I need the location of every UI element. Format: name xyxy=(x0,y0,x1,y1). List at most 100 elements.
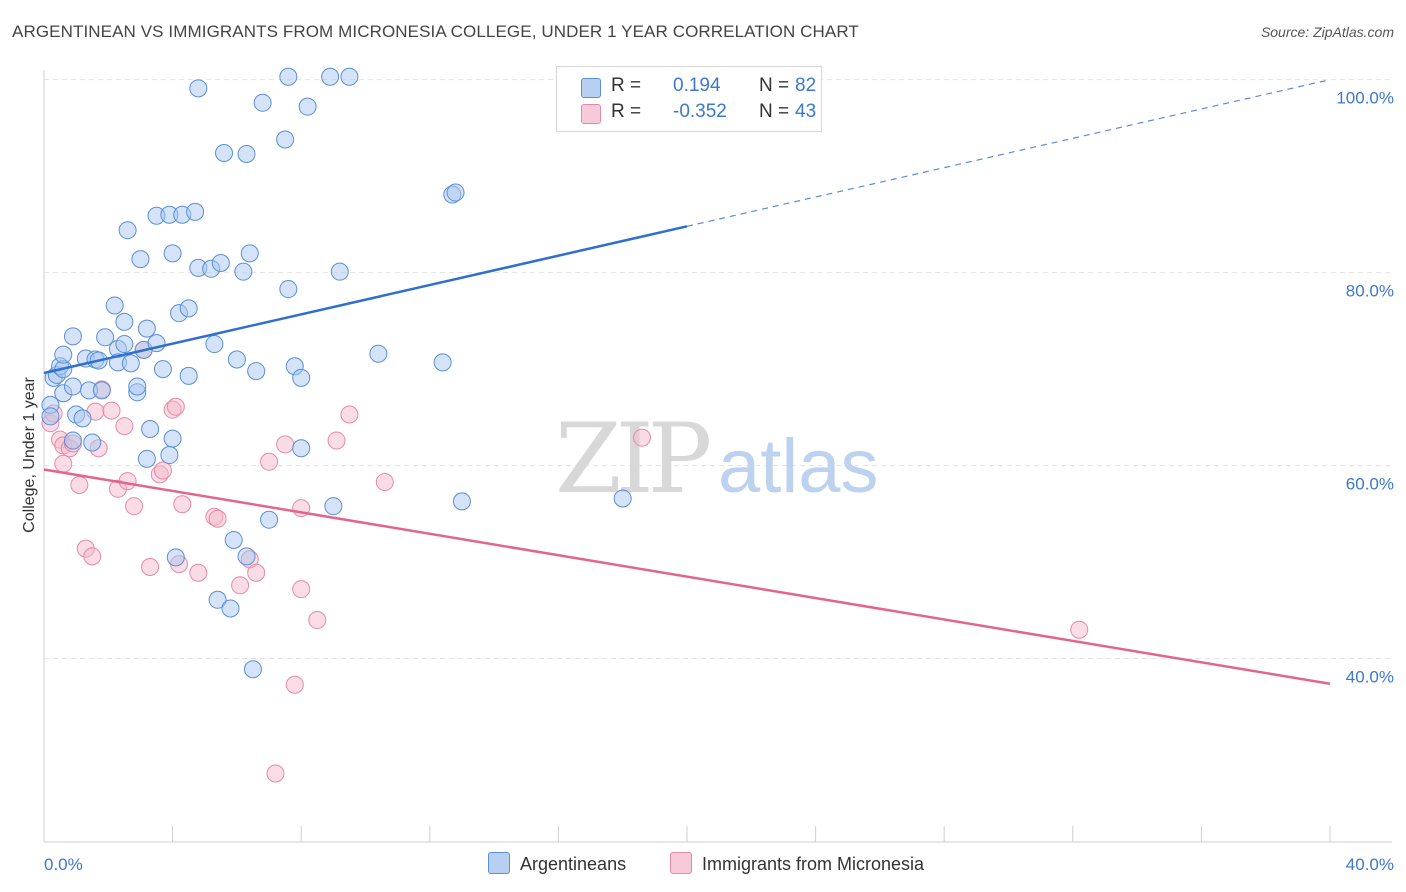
tick-labels: 40.0% 60.0% 80.0% 100.0% 0.0% 40.0% xyxy=(44,89,1394,874)
argentineans-point xyxy=(131,250,150,269)
watermark-atlas: atlas xyxy=(718,424,879,509)
argentineans-point xyxy=(292,439,311,458)
source-credit: Source: ZipAtlas.com xyxy=(1260,24,1394,40)
argentineans-trend-line xyxy=(43,225,688,375)
argentineans-point xyxy=(141,419,160,438)
argentineans-point xyxy=(54,345,73,364)
argentineans-point xyxy=(292,368,311,387)
legend-r-value: -0.352 xyxy=(673,101,727,122)
argentineans-point xyxy=(237,144,256,163)
argentineans-point xyxy=(115,312,134,331)
axes xyxy=(43,70,1392,843)
argentineans-point xyxy=(369,344,388,363)
argentineans-point xyxy=(83,433,102,452)
micronesia-point xyxy=(375,473,394,492)
micronesia-point xyxy=(102,401,121,420)
argentineans-point xyxy=(186,202,205,221)
micronesia-point xyxy=(266,764,285,783)
argentineans-point xyxy=(221,599,240,618)
argentineans-point xyxy=(240,244,259,263)
argentineans-point xyxy=(321,67,340,86)
micronesia-point xyxy=(208,509,227,528)
argentineans-point xyxy=(279,67,298,86)
argentineans-point xyxy=(224,530,243,549)
argentineans-point xyxy=(63,377,82,396)
x-tick-label: 0.0% xyxy=(44,855,83,874)
micronesia-point xyxy=(308,611,327,630)
micronesia-point xyxy=(54,454,73,473)
legend-r-value: 0.194 xyxy=(673,75,721,96)
legend-n-label: N = xyxy=(759,101,790,122)
argentineans-point xyxy=(260,510,279,529)
argentineans-point xyxy=(163,244,182,263)
micronesia-point xyxy=(166,397,185,416)
micronesia-point xyxy=(189,563,208,582)
argentineans-point xyxy=(205,335,224,354)
argentineans-point xyxy=(330,262,349,281)
argentineans-point xyxy=(324,497,343,516)
argentineans-point xyxy=(227,350,246,369)
argentineans-point xyxy=(613,489,632,508)
trend-lines xyxy=(43,79,1331,685)
micronesia-point xyxy=(115,417,134,436)
bottom-legend-label: Immigrants from Micronesia xyxy=(702,854,925,874)
argentineans-point xyxy=(215,143,234,162)
watermark-zip: ZIP xyxy=(555,403,710,515)
argentineans-point xyxy=(298,97,317,116)
argentineans-point xyxy=(340,67,359,86)
micronesia-point xyxy=(632,428,651,447)
argentineans-point xyxy=(160,446,179,465)
x-tick-label: 40.0% xyxy=(1346,855,1394,874)
micronesia-point xyxy=(173,495,192,514)
legend-r-label: R = xyxy=(611,75,642,96)
argentineans-point xyxy=(243,660,262,679)
micronesia-point xyxy=(260,452,279,471)
argentineans-point xyxy=(208,590,227,609)
argentineans-point xyxy=(433,353,452,372)
argentineans-point xyxy=(179,299,198,318)
micronesia-point xyxy=(1070,620,1089,639)
argentineans-point xyxy=(92,381,111,400)
argentineans-point xyxy=(279,280,298,299)
legend-r-label: R = xyxy=(611,101,642,122)
argentineans-point xyxy=(73,409,92,428)
y-tick-label: 100.0% xyxy=(1336,89,1394,108)
micronesia-point xyxy=(70,475,89,494)
chart-title: ARGENTINEAN VS IMMIGRANTS FROM MICRONESI… xyxy=(12,22,859,41)
y-tick-label: 40.0% xyxy=(1346,668,1394,687)
argentineans-point xyxy=(128,377,147,396)
argentineans-point xyxy=(211,254,230,272)
micronesia-point xyxy=(125,497,144,516)
bottom-legend-argentineans: Argentineans xyxy=(488,852,626,875)
micronesia-point xyxy=(118,472,137,491)
argentineans-point xyxy=(234,262,253,281)
argentineans-point xyxy=(237,547,256,566)
argentineans-point xyxy=(179,366,198,385)
legend-n-value: 82 xyxy=(795,75,817,96)
y-tick-label: 80.0% xyxy=(1346,282,1394,301)
argentineans-point xyxy=(452,492,471,511)
micronesia-trend-line xyxy=(43,468,1331,685)
bottom-legend-label: Argentineans xyxy=(520,854,627,874)
micronesia-point xyxy=(247,563,266,582)
legend-swatch-blue xyxy=(581,78,601,98)
argentineans-point xyxy=(189,79,208,98)
stats-legend: R = 0.194 N = 82 R = -0.352 N = 43 xyxy=(556,66,822,132)
bottom-legend-swatch-pink xyxy=(670,852,692,874)
argentineans-point xyxy=(63,327,82,346)
bottom-legend-swatch-blue xyxy=(488,852,510,874)
micronesia-point xyxy=(292,580,311,599)
bottom-legend-micronesia: Immigrants from Micronesia xyxy=(670,852,924,875)
micronesia-point xyxy=(153,461,172,480)
argentineans-point xyxy=(63,431,82,450)
micronesia-point xyxy=(276,435,295,454)
argentineans-point xyxy=(137,449,156,468)
argentineans-point xyxy=(121,354,140,373)
micronesia-point xyxy=(340,405,359,424)
argentineans-point xyxy=(446,183,465,202)
legend-swatch-pink xyxy=(581,104,601,124)
y-tick-label: 60.0% xyxy=(1346,475,1394,494)
argentineans-point xyxy=(247,362,266,381)
argentineans-point xyxy=(41,407,60,426)
